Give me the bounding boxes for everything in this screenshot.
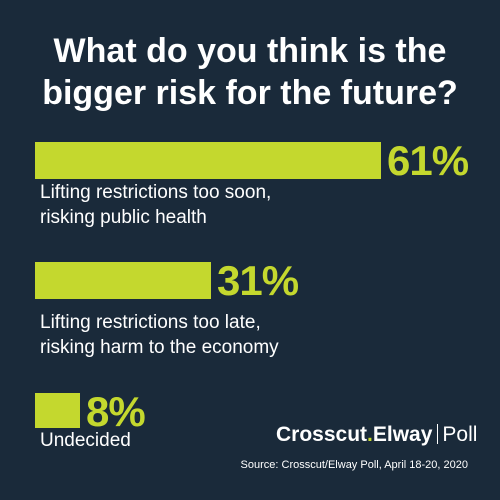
source-note: Source: Crosscut/Elway Poll, April 18-20… — [240, 459, 468, 471]
brand-elway: Elway — [372, 423, 433, 446]
bar-2 — [35, 262, 211, 299]
brand-separator — [437, 424, 439, 444]
bar-1 — [35, 142, 381, 179]
category-label-1: Lifting restrictions too soon, risking p… — [40, 182, 272, 228]
value-label-1: 61% — [387, 137, 469, 184]
brand-dot: . — [367, 423, 373, 446]
bar-3 — [35, 393, 80, 428]
category-label-2: Lifting restrictions too late, risking h… — [40, 312, 279, 358]
brand-poll: Poll — [442, 423, 478, 446]
value-label-2: 31% — [217, 257, 299, 304]
brand-crosscut: Crosscut — [276, 423, 368, 446]
chart-title: What do you think is the bigger risk for… — [42, 32, 458, 112]
brand-logo: Crosscut.Elway Poll — [276, 422, 477, 448]
category-label-3: Undecided — [40, 430, 131, 451]
value-label-3: 8% — [86, 388, 146, 435]
